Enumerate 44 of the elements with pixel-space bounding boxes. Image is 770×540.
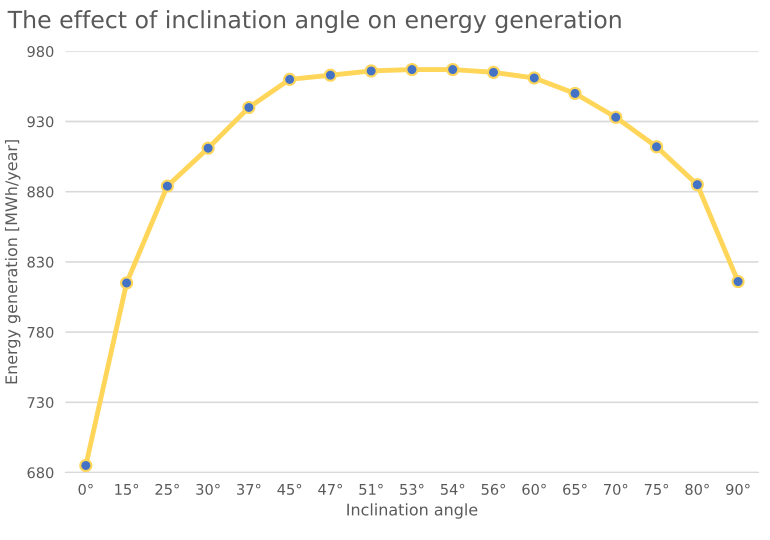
x-tick-label: 53° [400, 484, 424, 495]
x-tick-label: 0° [78, 484, 93, 495]
point [568, 86, 582, 100]
point [202, 142, 215, 155]
point [528, 71, 541, 85]
x-tick-label: 54° [440, 484, 464, 495]
x-tick-label: 80° [685, 484, 709, 495]
chart-title: The effect of inclination angle on energy generation [8, 10, 621, 34]
point [650, 140, 664, 154]
x-tick-label: 60° [522, 484, 546, 495]
x-tick-label: 90° [726, 484, 750, 495]
y-tick-label: 730 [28, 397, 54, 408]
point [609, 110, 622, 124]
x-tick-label: 15° [115, 484, 138, 495]
x-tick-label: 75° [644, 484, 668, 495]
point [486, 66, 500, 79]
x-tick-label: 30° [196, 484, 220, 495]
y-axis-title: Energy generation [MWh/year] [4, 140, 20, 384]
point [446, 62, 460, 76]
y-tick-label: 930 [27, 116, 54, 128]
x-tick-label: 45° [277, 484, 302, 495]
y-tick-label: 680 [28, 467, 54, 478]
x-tick-label: 25° [156, 484, 179, 495]
x-tick-label: 47° [318, 484, 342, 495]
point [364, 64, 378, 78]
point [324, 68, 338, 82]
point [79, 458, 92, 472]
point [731, 274, 745, 288]
x-tick-label: 65° [563, 484, 587, 495]
point [690, 178, 704, 192]
y-tick-label: 980 [27, 46, 54, 58]
y-tick-label: 780 [28, 326, 54, 338]
point [160, 179, 174, 193]
point [242, 100, 256, 114]
x-tick-label: 56° [482, 484, 506, 495]
point [283, 72, 296, 86]
x-tick-label: 37° [237, 484, 260, 495]
x-tick-label: 51° [359, 484, 383, 495]
y-tick-label: 830 [27, 256, 54, 268]
y-tick-label: 880 [27, 186, 54, 198]
x-tick-label: 70° [604, 484, 628, 495]
point [120, 276, 134, 290]
point [405, 62, 419, 76]
x-axis-title: Inclination angle [347, 503, 478, 519]
